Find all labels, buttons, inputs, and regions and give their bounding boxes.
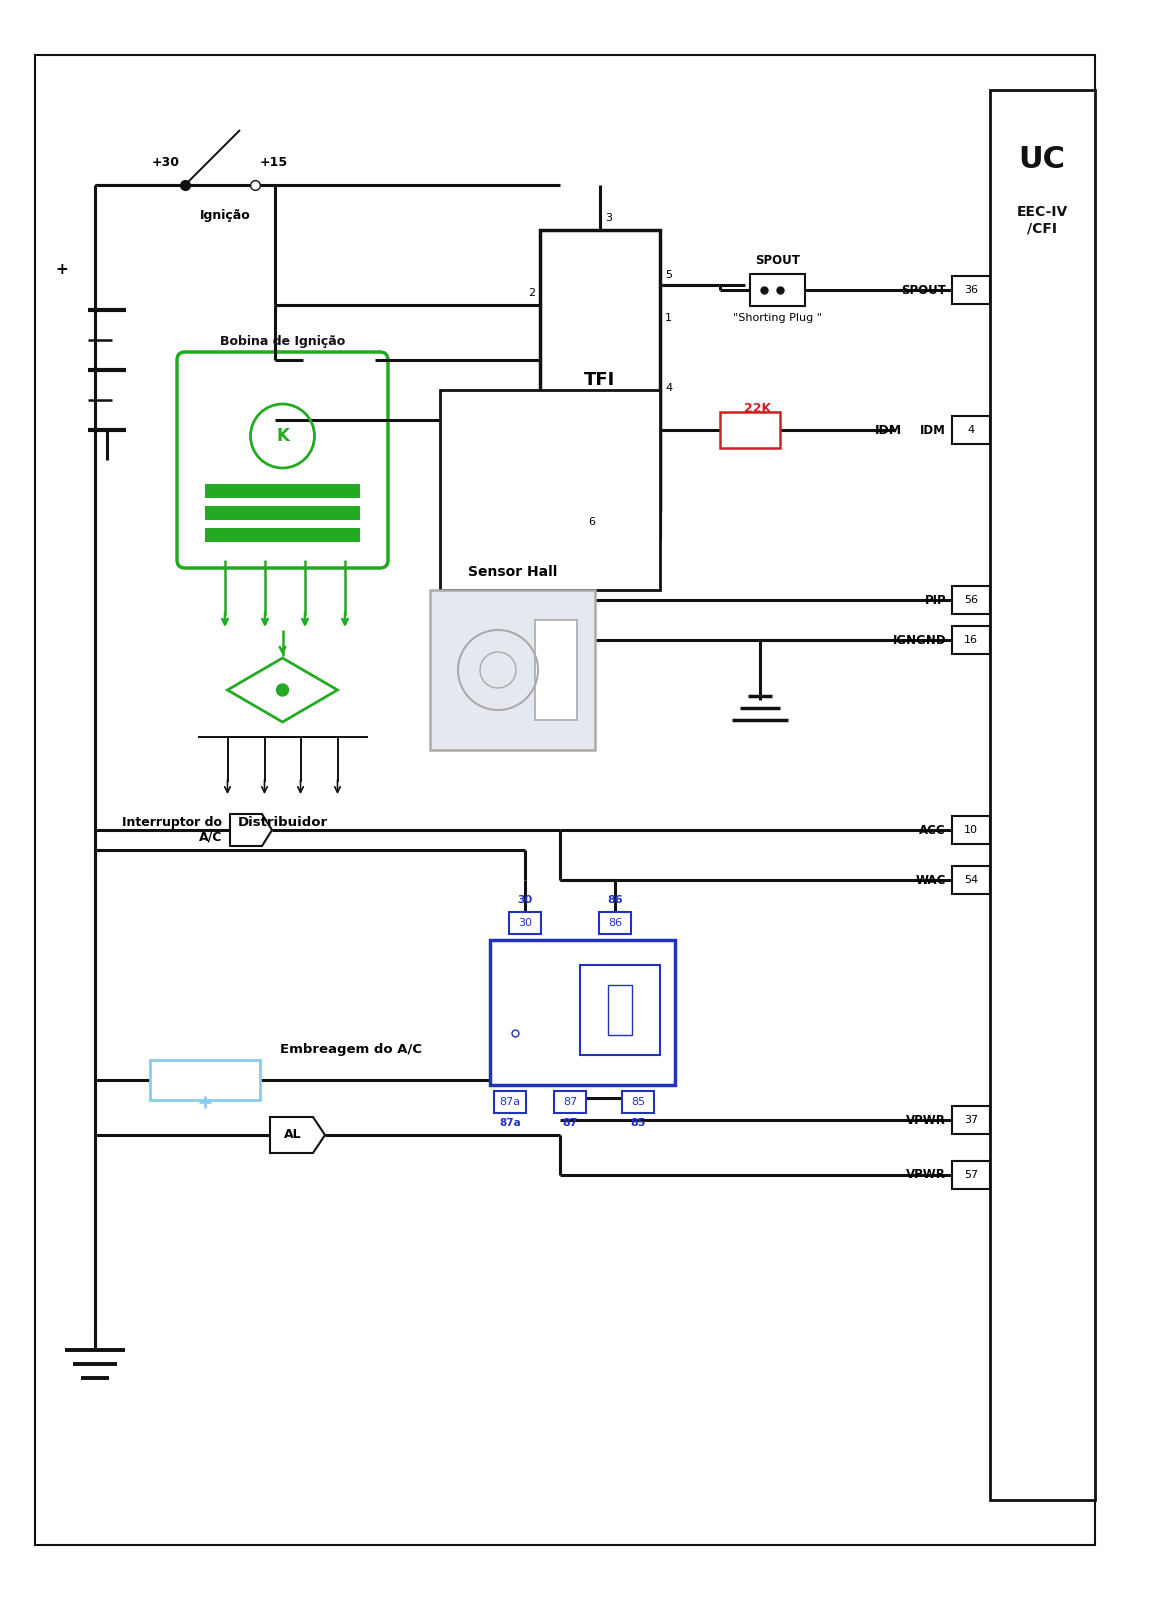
Text: 57: 57	[964, 1170, 978, 1181]
Bar	[580, 965, 660, 1054]
Text: EEC-IV
/CFI: EEC-IV /CFI	[1017, 205, 1068, 235]
Bar	[952, 416, 990, 443]
Bar	[749, 274, 805, 306]
Bar	[508, 912, 541, 934]
Text: 37: 37	[964, 1115, 978, 1125]
Text: 85: 85	[631, 1098, 645, 1107]
Text: 30: 30	[518, 894, 533, 906]
Text: Bobina de Ignição: Bobina de Ignição	[220, 336, 345, 349]
Text: 56: 56	[964, 595, 978, 605]
Text: +15: +15	[259, 157, 288, 170]
Bar	[952, 275, 990, 304]
Bar	[150, 1059, 259, 1101]
Text: 1: 1	[665, 314, 672, 323]
Polygon shape	[227, 658, 338, 722]
Text: 85: 85	[631, 1118, 646, 1128]
Bar	[205, 506, 360, 520]
Bar	[952, 626, 990, 654]
Bar	[719, 411, 779, 448]
Bar	[535, 619, 576, 720]
Text: K: K	[276, 427, 289, 445]
Text: 10: 10	[964, 826, 978, 835]
Text: 6: 6	[588, 517, 595, 526]
Bar	[952, 1162, 990, 1189]
Text: PIP: PIP	[925, 594, 945, 606]
Bar	[205, 483, 360, 498]
Text: 86: 86	[608, 918, 623, 928]
Text: 87: 87	[563, 1098, 578, 1107]
Text: 36: 36	[964, 285, 978, 294]
Bar	[952, 1106, 990, 1134]
Text: Ignição: Ignição	[199, 208, 250, 221]
Polygon shape	[229, 814, 272, 846]
Bar	[430, 590, 595, 750]
Text: IDM: IDM	[920, 424, 945, 437]
Circle shape	[277, 685, 288, 696]
Bar	[540, 230, 660, 510]
Bar	[490, 939, 675, 1085]
Bar	[600, 912, 631, 934]
Polygon shape	[270, 1117, 325, 1154]
Text: 16: 16	[964, 635, 978, 645]
Text: IDM: IDM	[875, 424, 902, 437]
Text: VPWR: VPWR	[906, 1168, 945, 1181]
Text: 3: 3	[605, 213, 612, 222]
Text: Sensor Hall: Sensor Hall	[468, 565, 557, 579]
Text: Embreagem do A/C: Embreagem do A/C	[280, 1043, 422, 1056]
Bar	[440, 390, 660, 590]
Text: +30: +30	[152, 157, 180, 170]
Bar	[553, 1091, 586, 1114]
Bar	[621, 1091, 654, 1114]
Text: 2: 2	[528, 288, 535, 298]
Text: IGNGND: IGNGND	[892, 634, 945, 646]
Text: AL: AL	[284, 1128, 301, 1141]
Text: UC: UC	[1018, 146, 1065, 174]
Bar	[952, 816, 990, 845]
Text: "Shorting Plug ": "Shorting Plug "	[733, 314, 822, 323]
FancyBboxPatch shape	[178, 352, 389, 568]
Text: 5: 5	[665, 270, 672, 280]
Bar	[493, 1091, 526, 1114]
Text: 30: 30	[518, 918, 532, 928]
Bar	[608, 986, 632, 1035]
Text: VPWR: VPWR	[906, 1114, 945, 1126]
Bar	[952, 586, 990, 614]
Bar	[205, 528, 360, 542]
Text: 4: 4	[665, 382, 672, 394]
Text: TFI: TFI	[585, 371, 616, 389]
Text: 87: 87	[563, 1118, 578, 1128]
Text: ACC: ACC	[919, 824, 945, 837]
Text: 87a: 87a	[499, 1118, 521, 1128]
Bar	[990, 90, 1095, 1501]
Bar	[952, 866, 990, 894]
Text: Interruptor do
A/C: Interruptor do A/C	[122, 816, 223, 845]
Text: 54: 54	[964, 875, 978, 885]
Text: WAC: WAC	[915, 874, 945, 886]
Text: 22K: 22K	[745, 402, 771, 414]
Text: 86: 86	[608, 894, 623, 906]
Text: SPOUT: SPOUT	[902, 283, 945, 296]
Text: +: +	[55, 262, 68, 277]
Text: 87a: 87a	[499, 1098, 520, 1107]
Text: Distribuidor: Distribuidor	[238, 816, 327, 829]
Text: 4: 4	[967, 426, 974, 435]
Text: SPOUT: SPOUT	[755, 253, 800, 267]
